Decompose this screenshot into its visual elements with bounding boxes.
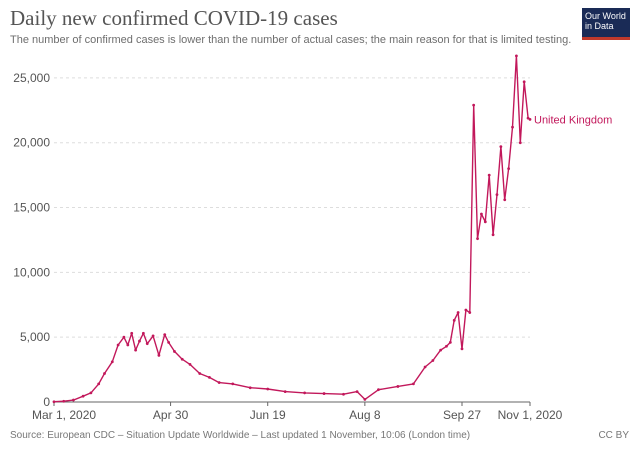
data-point xyxy=(342,392,345,396)
chart-title: Daily new confirmed COVID-19 cases xyxy=(10,6,338,30)
data-point xyxy=(448,340,452,344)
data-point xyxy=(231,382,235,386)
data-point xyxy=(283,390,287,394)
data-point xyxy=(439,348,443,352)
data-point xyxy=(483,220,487,224)
data-point xyxy=(62,399,66,403)
data-point xyxy=(188,363,192,366)
data-point xyxy=(456,311,460,314)
y-tick-label: 10,000 xyxy=(13,265,50,279)
x-tick-label: Jun 19 xyxy=(250,408,286,422)
data-point xyxy=(499,145,503,149)
data-point xyxy=(180,357,184,361)
x-tick-label: Sep 27 xyxy=(443,408,481,422)
data-point xyxy=(72,398,75,402)
x-tick-label: Nov 1, 2020 xyxy=(498,408,563,422)
license-link[interactable]: CC BY xyxy=(598,430,629,441)
data-point xyxy=(472,103,476,107)
data-point xyxy=(445,344,448,348)
y-tick-label: 25,000 xyxy=(13,71,50,85)
data-point xyxy=(480,212,483,216)
data-point xyxy=(528,118,532,121)
series-layer: United Kingdom xyxy=(52,54,612,404)
data-point xyxy=(468,311,472,314)
data-point xyxy=(507,167,511,171)
data-point xyxy=(248,386,252,390)
data-point xyxy=(476,237,479,241)
data-point xyxy=(173,350,176,353)
y-tick-label: 15,000 xyxy=(13,201,50,215)
data-point xyxy=(97,382,101,386)
grid-lines xyxy=(54,77,530,338)
data-point xyxy=(126,343,130,347)
data-point xyxy=(163,333,167,336)
data-point xyxy=(198,372,202,375)
logo-line-2: in Data xyxy=(585,21,614,31)
data-point xyxy=(355,390,359,394)
data-point xyxy=(116,343,120,347)
data-point xyxy=(217,381,221,384)
data-point xyxy=(52,400,56,404)
data-point xyxy=(103,372,106,375)
owid-logo[interactable]: Our World in Data xyxy=(582,8,630,40)
data-point xyxy=(322,392,326,395)
chart-subtitle: The number of confirmed cases is lower t… xyxy=(10,34,572,46)
data-point xyxy=(431,359,435,362)
data-point xyxy=(487,173,491,177)
data-point xyxy=(515,54,518,58)
x-tick-label: Apr 30 xyxy=(153,408,189,422)
data-point xyxy=(460,347,464,351)
data-point xyxy=(89,391,93,395)
series-line xyxy=(53,55,531,403)
data-point xyxy=(464,308,468,312)
data-point xyxy=(145,342,149,346)
source-note[interactable]: Source: European CDC – Situation Update … xyxy=(10,430,471,441)
data-point xyxy=(151,334,155,338)
y-tick-label: 5,000 xyxy=(20,330,50,344)
data-point xyxy=(396,385,400,388)
data-point xyxy=(134,348,138,352)
data-point xyxy=(503,198,507,202)
data-point xyxy=(518,141,522,145)
data-point xyxy=(423,365,427,369)
y-axis-ticks: 0 5,000 10,000 15,000 20,000 25,000 xyxy=(13,71,50,409)
data-point xyxy=(141,331,145,335)
data-point xyxy=(110,360,114,364)
data-point xyxy=(303,391,307,395)
data-point xyxy=(157,353,161,357)
data-point xyxy=(511,125,514,129)
data-point xyxy=(138,339,141,343)
series-label: United Kingdom xyxy=(534,114,612,126)
data-point xyxy=(81,394,85,398)
data-point xyxy=(167,340,171,344)
data-point xyxy=(266,387,270,391)
data-point xyxy=(122,335,126,339)
data-point xyxy=(491,233,495,237)
x-tick-label: Mar 1, 2020 xyxy=(32,408,96,422)
data-point xyxy=(522,80,526,84)
data-point xyxy=(130,331,134,335)
y-tick-label: 20,000 xyxy=(13,136,50,150)
data-point xyxy=(377,388,380,392)
data-point xyxy=(208,375,211,379)
logo-line-1: Our World xyxy=(585,11,626,21)
y-tick-label: 0 xyxy=(43,395,50,409)
data-point xyxy=(412,382,415,386)
x-axis-ticks: Mar 1, 2020 Apr 30 Jun 19 Aug 8 Sep 27 Nov 1,… xyxy=(32,402,563,422)
data-point xyxy=(495,193,499,196)
x-tick-label: Aug 8 xyxy=(349,408,381,422)
data-point xyxy=(363,398,367,401)
data-point xyxy=(452,318,456,322)
